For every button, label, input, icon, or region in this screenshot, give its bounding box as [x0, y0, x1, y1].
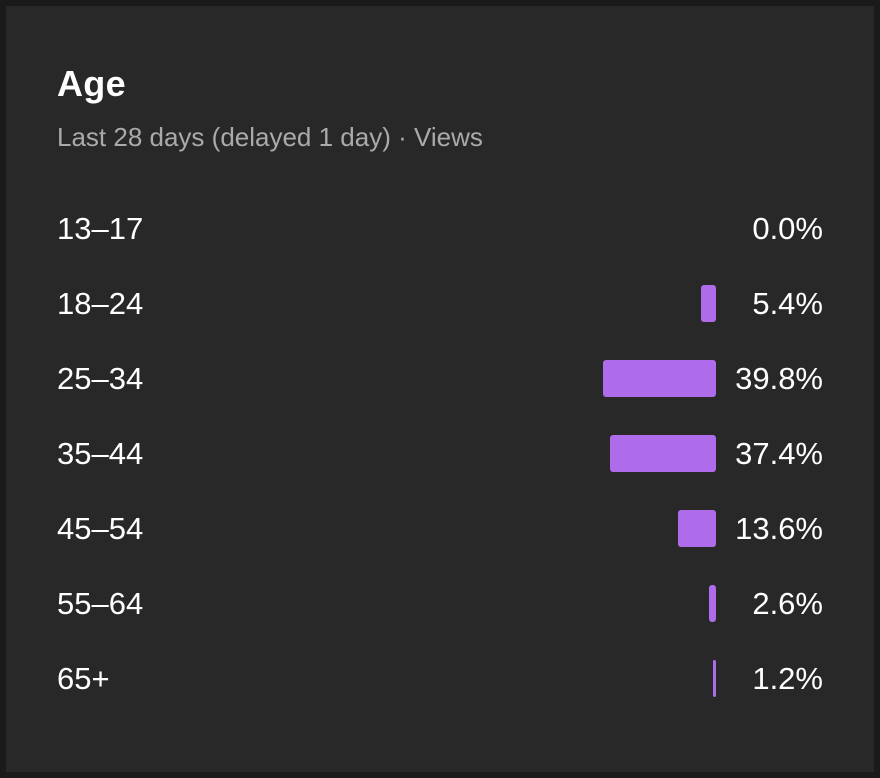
- age-percent-label: 0.0%: [752, 211, 823, 246]
- age-percent-label: 37.4%: [735, 436, 823, 471]
- age-row: 55–64 2.6%: [6, 584, 874, 624]
- age-percent-label: 2.6%: [752, 586, 823, 621]
- age-group-label: 18–24: [57, 286, 144, 321]
- age-row: 25–34 39.8%: [6, 359, 874, 399]
- age-row: 45–54 13.6%: [6, 509, 874, 549]
- age-bar: [700, 285, 716, 322]
- age-percent-label: 1.2%: [752, 661, 823, 696]
- age-row: 65+ 1.2%: [6, 659, 874, 699]
- age-bar: [708, 585, 716, 622]
- card-subtitle: Last 28 days (delayed 1 day) · Views: [57, 122, 483, 152]
- age-bar: [603, 360, 716, 397]
- age-card: Age Last 28 days (delayed 1 day) · Views…: [6, 6, 874, 772]
- age-group-label: 35–44: [57, 436, 144, 471]
- age-row: 18–24 5.4%: [6, 284, 874, 324]
- age-group-label: 55–64: [57, 586, 144, 621]
- age-percent-label: 5.4%: [752, 286, 823, 321]
- age-row: 13–17 0.0%: [6, 209, 874, 249]
- card-title: Age: [57, 63, 126, 104]
- age-bar: [677, 510, 716, 547]
- age-group-label: 25–34: [57, 361, 144, 396]
- age-percent-label: 39.8%: [735, 361, 823, 396]
- age-row: 35–44 37.4%: [6, 434, 874, 474]
- age-bar: [610, 435, 716, 472]
- age-percent-label: 13.6%: [735, 511, 823, 546]
- age-bar: [712, 660, 716, 697]
- age-group-label: 13–17: [57, 211, 144, 246]
- age-group-label: 65+: [57, 661, 110, 696]
- age-group-label: 45–54: [57, 511, 144, 546]
